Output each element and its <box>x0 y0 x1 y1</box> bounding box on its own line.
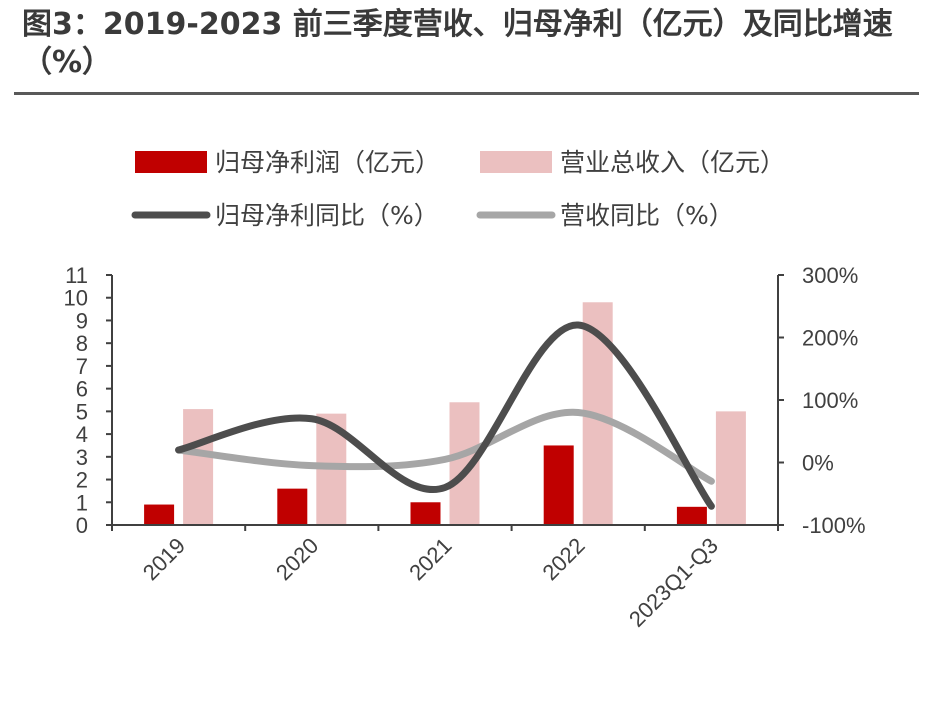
bar <box>715 411 746 525</box>
bar <box>183 409 214 525</box>
x-tick-label: 2019 <box>138 533 190 585</box>
x-tick-label: 2023Q1-Q3 <box>624 533 723 632</box>
y-left-tick-label: 1 <box>76 490 88 515</box>
y-right-tick-label: 0% <box>802 451 834 476</box>
legend-swatch <box>135 151 207 173</box>
chart-title: 图3：2019-2023 前三季度营收、归母净利（亿元）及同比增速（%） <box>22 7 893 80</box>
y-right-tick-label: 100% <box>802 388 858 413</box>
bar <box>410 502 441 525</box>
y-left-tick-label: 8 <box>76 331 88 356</box>
bar <box>676 506 707 525</box>
bar <box>144 504 175 525</box>
y-left-tick-label: 10 <box>64 286 88 311</box>
legend: 归母净利润（亿元） 营业总收入（亿元） 归母净利同比（%） 营收同比（%） <box>131 148 785 230</box>
legend-label: 营业总收入（亿元） <box>560 148 785 177</box>
legend-label: 营收同比（%） <box>560 201 734 230</box>
line-series <box>175 321 715 510</box>
line-series <box>175 408 715 485</box>
line-marks <box>175 321 715 510</box>
legend-swatch <box>480 151 552 173</box>
legend-label: 归母净利润（亿元） <box>215 148 440 177</box>
y-left-tick-label: 5 <box>76 399 88 424</box>
y-left-tick-label: 2 <box>76 468 88 493</box>
y-right-tick-label: 200% <box>802 326 858 351</box>
y-right-tick-label: -100% <box>802 513 866 538</box>
y-left-tick-label: 4 <box>76 422 88 447</box>
title-divider <box>14 92 919 95</box>
y-left-tick-label: 3 <box>76 445 88 470</box>
y-right-tick-label: 300% <box>802 263 858 288</box>
y-left-tick-label: 7 <box>76 354 88 379</box>
legend-label: 归母净利同比（%） <box>215 201 439 230</box>
x-tick-label: 2022 <box>537 533 589 585</box>
y-left-tick-label: 0 <box>76 513 88 538</box>
x-tick-label: 2021 <box>404 533 456 585</box>
y-left-tick-label: 9 <box>76 308 88 333</box>
x-tick-label: 2020 <box>271 533 323 585</box>
y-left-tick-label: 11 <box>65 263 88 288</box>
y-left-tick-label: 6 <box>76 377 88 402</box>
bar <box>277 488 308 525</box>
bar <box>543 445 574 525</box>
